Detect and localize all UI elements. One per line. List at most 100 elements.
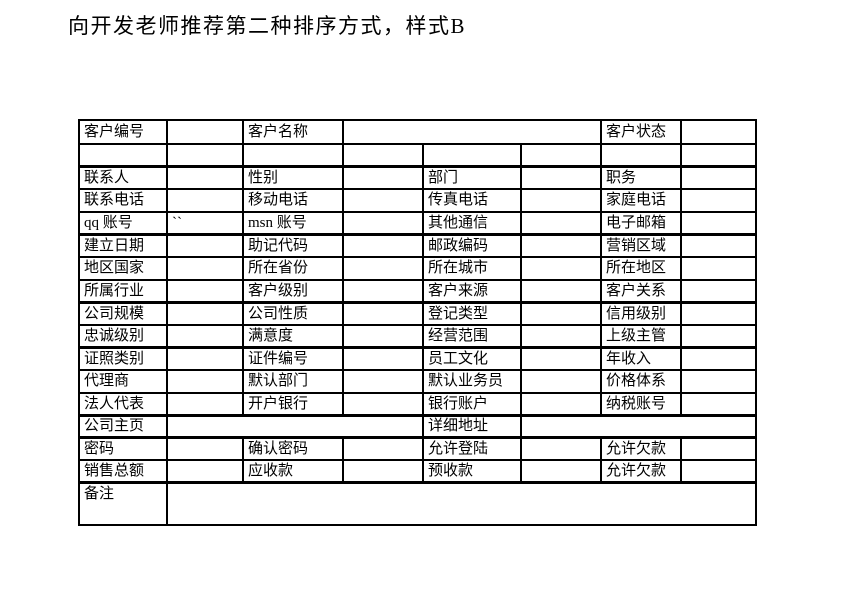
table-row: 备注 (78, 481, 757, 526)
field-value-cell[interactable] (680, 346, 757, 371)
field-value-cell[interactable] (342, 119, 602, 145)
field-value-cell[interactable] (342, 211, 424, 236)
table-row: 忠诚级别 满意度 经营范围 上级主管 (78, 324, 757, 349)
field-label-cell: 其他通信 (422, 211, 522, 236)
field-value-cell[interactable] (520, 143, 602, 168)
field-value-cell[interactable] (520, 165, 602, 190)
field-value-cell[interactable] (520, 233, 602, 258)
field-value-cell[interactable] (680, 211, 757, 236)
field-label-cell: 电子邮箱 (600, 211, 682, 236)
field-label-cell: 营销区域 (600, 233, 682, 258)
field-value-cell[interactable] (342, 459, 424, 484)
field-value-cell[interactable] (680, 119, 757, 145)
field-value-cell[interactable] (342, 324, 424, 349)
field-value-cell[interactable] (680, 256, 757, 281)
customer-form-table: 客户编号 客户名称 客户状态 联系人 性别 部门 职务 联系电话 移动电话 传真电话 家庭电话 qq … (78, 119, 757, 526)
field-label-cell: 默认部门 (242, 369, 344, 394)
field-value-cell[interactable] (342, 436, 424, 461)
field-value-cell[interactable] (166, 346, 244, 371)
field-value-cell[interactable] (166, 301, 244, 326)
field-label-cell: 证照类别 (78, 346, 168, 371)
field-label-cell: 信用级别 (600, 301, 682, 326)
field-value-cell[interactable] (342, 165, 424, 190)
field-value-cell[interactable] (520, 256, 602, 281)
table-row: 公司规模 公司性质 登记类型 信用级别 (78, 301, 757, 326)
field-value-cell[interactable] (680, 165, 757, 190)
field-value-cell[interactable] (78, 143, 168, 168)
field-value-cell[interactable] (342, 392, 424, 417)
field-value-cell[interactable] (680, 369, 757, 394)
table-row: 公司主页 详细地址 (78, 414, 757, 439)
field-value-cell[interactable] (520, 324, 602, 349)
field-value-cell[interactable] (680, 392, 757, 417)
field-value-cell[interactable] (520, 369, 602, 394)
field-value-cell[interactable] (680, 301, 757, 326)
field-value-cell[interactable] (166, 436, 244, 461)
field-value-cell[interactable] (680, 324, 757, 349)
field-value-cell[interactable] (680, 188, 757, 213)
field-label-cell: 登记类型 (422, 301, 522, 326)
table-row: 联系人 性别 部门 职务 (78, 165, 757, 190)
field-value-cell[interactable] (520, 188, 602, 213)
field-value-cell[interactable] (166, 459, 244, 484)
table-row: 证照类别 证件编号 员工文化 年收入 (78, 346, 757, 371)
field-value-cell[interactable] (520, 459, 602, 484)
table-row: 代理商 默认部门 默认业务员 价格体系 (78, 369, 757, 394)
field-value-cell[interactable] (166, 481, 757, 526)
table-row (78, 143, 757, 168)
field-value-cell[interactable] (520, 279, 602, 304)
field-value-cell[interactable] (166, 165, 244, 190)
field-value-cell[interactable] (166, 414, 424, 439)
field-value-cell[interactable] (166, 233, 244, 258)
field-value-cell[interactable] (680, 143, 757, 168)
field-value-cell[interactable] (166, 279, 244, 304)
field-value-cell[interactable] (342, 256, 424, 281)
field-value-cell[interactable] (520, 414, 757, 439)
field-value-cell[interactable]: `` (166, 211, 244, 236)
field-value-cell[interactable] (166, 143, 244, 168)
field-value-cell[interactable] (600, 143, 682, 168)
field-value-cell[interactable] (342, 143, 424, 168)
field-value-cell[interactable] (342, 279, 424, 304)
field-label-cell: 开户银行 (242, 392, 344, 417)
field-label-cell: 预收款 (422, 459, 522, 484)
field-value-cell[interactable] (342, 233, 424, 258)
field-label-cell: 允许欠款 (600, 459, 682, 484)
field-value-cell[interactable] (342, 369, 424, 394)
field-label-cell: 客户来源 (422, 279, 522, 304)
table-row: 联系电话 移动电话 传真电话 家庭电话 (78, 188, 757, 213)
field-value-cell[interactable] (520, 392, 602, 417)
field-value-cell[interactable] (342, 301, 424, 326)
field-value-cell[interactable] (680, 436, 757, 461)
field-value-cell[interactable] (422, 143, 522, 168)
field-value-cell[interactable] (166, 256, 244, 281)
field-value-cell[interactable] (680, 459, 757, 484)
field-value-cell[interactable] (242, 143, 344, 168)
field-value-cell[interactable] (166, 188, 244, 213)
field-label-cell: 应收款 (242, 459, 344, 484)
field-label-cell: 家庭电话 (600, 188, 682, 213)
field-label-cell: 允许欠款 (600, 436, 682, 461)
field-value-cell[interactable] (520, 211, 602, 236)
field-value-cell[interactable] (166, 119, 244, 145)
field-label-cell: 满意度 (242, 324, 344, 349)
field-value-cell[interactable] (342, 188, 424, 213)
field-value-cell[interactable] (166, 369, 244, 394)
field-label-cell: 备注 (78, 481, 168, 526)
field-value-cell[interactable] (342, 346, 424, 371)
field-value-cell[interactable] (166, 392, 244, 417)
field-value-cell[interactable] (680, 279, 757, 304)
field-value-cell[interactable] (520, 436, 602, 461)
field-value-cell[interactable] (680, 233, 757, 258)
field-label-cell: qq 账号 (78, 211, 168, 236)
field-label-cell: 邮政编码 (422, 233, 522, 258)
field-value-cell[interactable] (520, 301, 602, 326)
field-label-cell: 联系电话 (78, 188, 168, 213)
field-value-cell[interactable] (520, 346, 602, 371)
field-label-cell: 所在省份 (242, 256, 344, 281)
field-label-cell: 经营范围 (422, 324, 522, 349)
field-label-cell: 详细地址 (422, 414, 522, 439)
field-value-cell[interactable] (166, 324, 244, 349)
field-label-cell: 建立日期 (78, 233, 168, 258)
field-label-cell: 客户名称 (242, 119, 344, 145)
